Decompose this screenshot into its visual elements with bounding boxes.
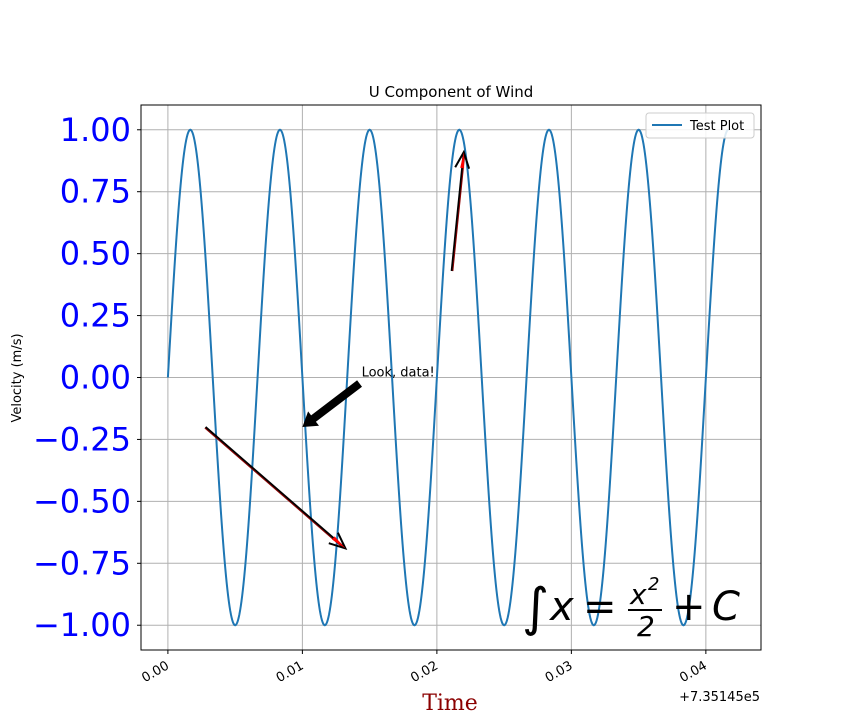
annotations: Look, data! bbox=[204, 149, 471, 551]
axes-frame bbox=[140, 104, 762, 651]
x-tick-label: 0.00 bbox=[139, 658, 172, 685]
y-tick-label: 0.50 bbox=[60, 235, 131, 273]
plot-area bbox=[166, 128, 729, 627]
annotation-arrow-shaft-accent bbox=[204, 427, 343, 548]
integral-sign: ∫ bbox=[522, 578, 549, 638]
y-axis-ticks: 1.00 0.75 0.50 0.25 0.00 −0.25 −0.50 −0.75 −1.00 bbox=[33, 111, 141, 644]
annotation-arrow-shaft-accent bbox=[452, 155, 466, 272]
x-tick-label: 0.01 bbox=[274, 658, 307, 685]
y-tick-label: −1.00 bbox=[33, 606, 131, 644]
math-plus: + bbox=[672, 584, 706, 630]
legend-label: Test Plot bbox=[689, 119, 744, 134]
annotation-text: Look, data! bbox=[362, 366, 435, 381]
y-tick-label: 0.25 bbox=[60, 297, 131, 335]
y-tick-label: −0.75 bbox=[33, 544, 131, 582]
math-exponent: 2 bbox=[648, 574, 659, 595]
series-line bbox=[166, 128, 729, 627]
x-tick-label: 0.02 bbox=[408, 658, 441, 685]
y-tick-label: −0.25 bbox=[33, 420, 131, 458]
annotation-arrow bbox=[302, 380, 362, 427]
annotation-arrow-shaft bbox=[450, 151, 465, 272]
y-axis-label: Velocity (m/s) bbox=[10, 333, 25, 422]
annotation-arrow-head-fill bbox=[332, 536, 346, 549]
legend-box bbox=[645, 112, 755, 139]
y-tick-label: 0.00 bbox=[60, 359, 131, 397]
grid-lines bbox=[141, 105, 761, 650]
x-axis-offset-label: +7.35145e5 bbox=[679, 690, 760, 705]
math-denominator: 2 bbox=[637, 610, 655, 643]
math-equals: = bbox=[583, 584, 617, 630]
chart-title: U Component of Wind bbox=[369, 83, 534, 101]
y-tick-label: −0.50 bbox=[33, 482, 131, 520]
math-numerator: x bbox=[629, 578, 647, 611]
math-formula: ∫ x = x 2 2 + C bbox=[522, 574, 740, 643]
math-c: C bbox=[712, 584, 740, 630]
legend: Test Plot bbox=[645, 112, 755, 139]
annotation-arrow-head-fill bbox=[460, 152, 465, 169]
x-axis-label: Time bbox=[422, 691, 478, 716]
y-tick-label: 0.75 bbox=[60, 173, 131, 211]
x-tick-label: 0.04 bbox=[677, 658, 710, 685]
y-tick-label: 1.00 bbox=[60, 111, 131, 149]
annotation-arrow-shaft bbox=[204, 426, 347, 550]
x-axis-ticks: 0.00 0.01 0.02 0.03 0.04 bbox=[139, 650, 710, 686]
x-tick-label: 0.03 bbox=[543, 658, 576, 685]
math-x: x bbox=[548, 584, 574, 630]
